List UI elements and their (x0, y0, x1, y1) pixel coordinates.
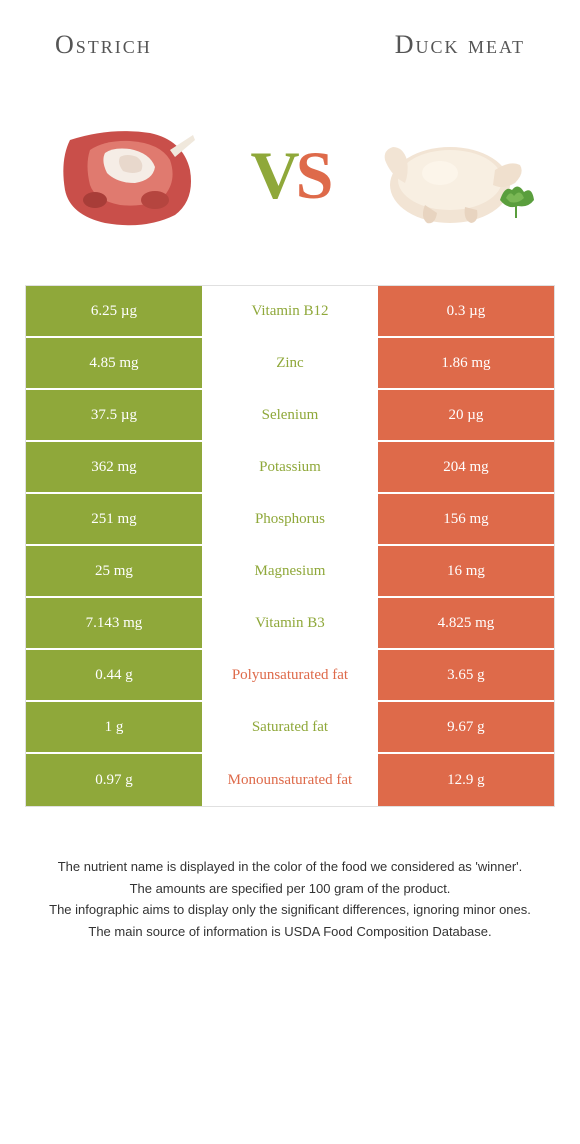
vs-v: V (251, 137, 296, 213)
titles-row: Ostrich Duck meat (25, 30, 555, 85)
nutrient-label: Monounsaturated fat (202, 754, 378, 806)
nutrient-label: Zinc (202, 338, 378, 388)
footer-line-3: The infographic aims to display only the… (45, 900, 535, 920)
nutrient-label: Potassium (202, 442, 378, 492)
nutrient-row: 7.143 mgVitamin B34.825 mg (26, 598, 554, 650)
nutrient-row: 1 gSaturated fat9.67 g (26, 702, 554, 754)
footer-notes: The nutrient name is displayed in the co… (25, 807, 555, 941)
food1-value: 1 g (26, 702, 202, 752)
food2-value: 0.3 µg (378, 286, 554, 336)
food1-image (35, 105, 215, 245)
food1-value: 37.5 µg (26, 390, 202, 440)
food1-value: 25 mg (26, 546, 202, 596)
footer-line-2: The amounts are specified per 100 gram o… (45, 879, 535, 899)
footer-line-1: The nutrient name is displayed in the co… (45, 857, 535, 877)
nutrient-label: Phosphorus (202, 494, 378, 544)
food2-value: 9.67 g (378, 702, 554, 752)
nutrient-label: Magnesium (202, 546, 378, 596)
food1-value: 251 mg (26, 494, 202, 544)
food1-value: 4.85 mg (26, 338, 202, 388)
food2-value: 20 µg (378, 390, 554, 440)
nutrient-row: 251 mgPhosphorus156 mg (26, 494, 554, 546)
hero-row: VS (25, 85, 555, 285)
infographic-container: Ostrich Duck meat VS (0, 0, 580, 973)
nutrient-label: Saturated fat (202, 702, 378, 752)
food1-value: 6.25 µg (26, 286, 202, 336)
food2-image (365, 105, 545, 245)
nutrient-row: 0.44 gPolyunsaturated fat3.65 g (26, 650, 554, 702)
food2-title: Duck meat (395, 30, 525, 60)
food1-value: 0.44 g (26, 650, 202, 700)
nutrient-row: 0.97 gMonounsaturated fat12.9 g (26, 754, 554, 806)
nutrient-row: 25 mgMagnesium16 mg (26, 546, 554, 598)
nutrient-label: Polyunsaturated fat (202, 650, 378, 700)
nutrient-row: 37.5 µgSelenium20 µg (26, 390, 554, 442)
nutrient-label: Vitamin B3 (202, 598, 378, 648)
nutrient-row: 6.25 µgVitamin B120.3 µg (26, 286, 554, 338)
nutrient-label: Vitamin B12 (202, 286, 378, 336)
vs-label: VS (251, 136, 330, 215)
nutrient-row: 4.85 mgZinc1.86 mg (26, 338, 554, 390)
vs-s: S (296, 137, 330, 213)
food2-value: 16 mg (378, 546, 554, 596)
nutrient-label: Selenium (202, 390, 378, 440)
food1-value: 7.143 mg (26, 598, 202, 648)
food2-value: 4.825 mg (378, 598, 554, 648)
food2-value: 204 mg (378, 442, 554, 492)
food1-title: Ostrich (55, 30, 152, 60)
footer-line-4: The main source of information is USDA F… (45, 922, 535, 942)
food2-value: 12.9 g (378, 754, 554, 806)
food2-value: 156 mg (378, 494, 554, 544)
food2-value: 1.86 mg (378, 338, 554, 388)
food1-value: 0.97 g (26, 754, 202, 806)
nutrient-row: 362 mgPotassium204 mg (26, 442, 554, 494)
nutrient-table: 6.25 µgVitamin B120.3 µg4.85 mgZinc1.86 … (25, 285, 555, 807)
food2-value: 3.65 g (378, 650, 554, 700)
food1-value: 362 mg (26, 442, 202, 492)
